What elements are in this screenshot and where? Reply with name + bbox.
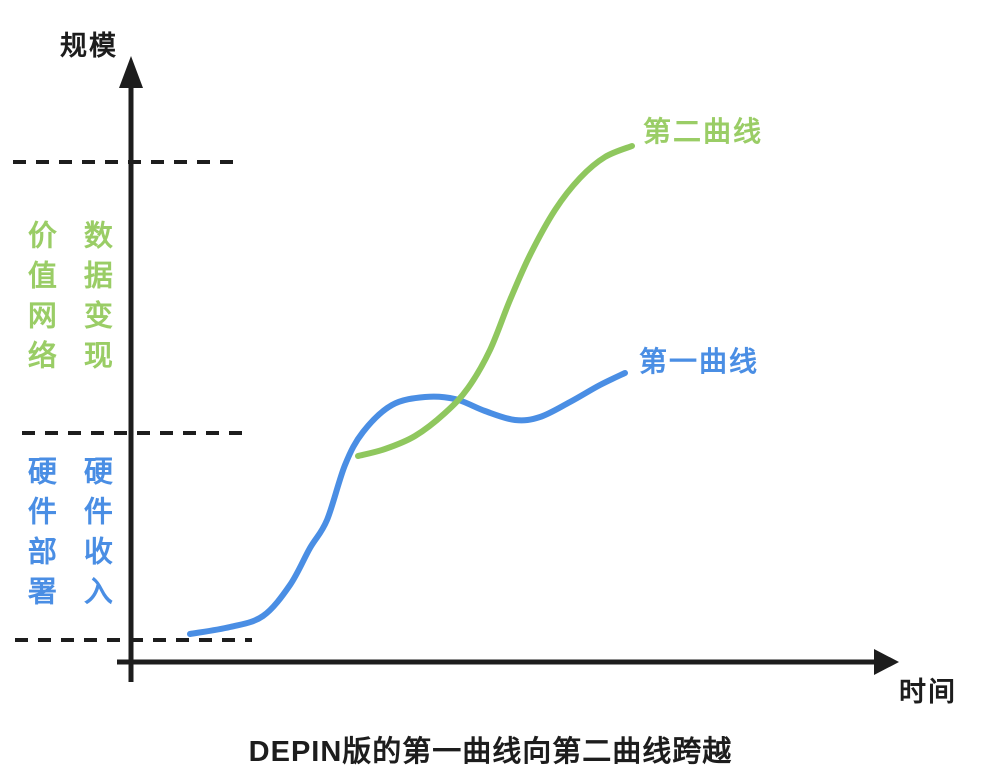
value-network-text: 价值网络 [23, 220, 56, 380]
y-axis-label: 规模 [60, 31, 118, 61]
x-axis-arrow-icon [874, 649, 899, 675]
y-axis-arrow-icon [119, 56, 143, 88]
chart-title: DEPIN版的第一曲线向第二曲线跨越 [248, 736, 733, 768]
hardware-revenue-text: 硬件收入 [79, 456, 112, 616]
first-curve-line [187, 370, 628, 637]
second-curve-line [355, 143, 635, 459]
axes-group [117, 56, 899, 682]
curves-group [187, 143, 635, 637]
hardware-deployment-text: 硬件部署 [23, 456, 56, 616]
second-curve-label: 第二曲线 [643, 116, 764, 147]
data-monetization-text: 数据变现 [79, 220, 112, 380]
first-curve-label: 第一曲线 [639, 346, 760, 377]
x-axis-label: 时间 [899, 677, 957, 707]
